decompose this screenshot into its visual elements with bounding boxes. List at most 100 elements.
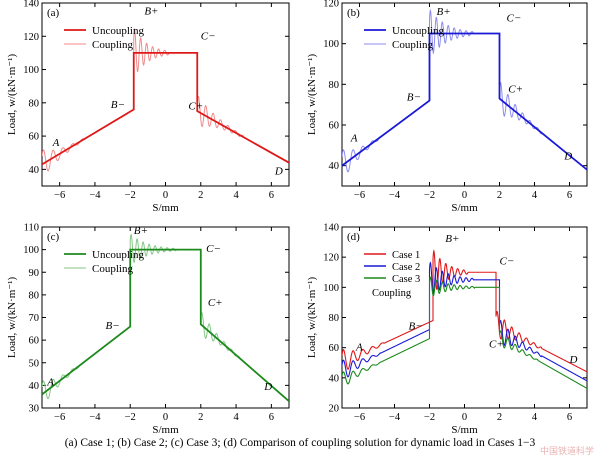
series-line-coupling — [42, 27, 289, 172]
series-line-case-1 — [342, 249, 587, 373]
x-tick-label: −4 — [89, 190, 101, 201]
x-tick-label: 2 — [198, 190, 203, 201]
x-tick-label: 0 — [462, 412, 467, 423]
x-tick-label: −6 — [354, 190, 365, 201]
point-annotation: B− — [111, 99, 125, 111]
y-tick-label: 60 — [29, 336, 40, 347]
point-annotation: C+ — [208, 297, 223, 309]
point-annotation: D — [274, 165, 283, 177]
x-tick-label: −2 — [125, 412, 136, 423]
panel-label: (b) — [347, 7, 360, 19]
legend-label-coupling: Coupling — [392, 39, 433, 51]
x-tick-label: −6 — [354, 412, 365, 423]
figure-caption: (a) Case 1; (b) Case 2; (c) Case 3; (d) … — [64, 437, 536, 449]
y-tick-label: 140 — [23, 0, 39, 10]
y-axis-label: Load, w/(kN·m⁻¹) — [306, 277, 318, 359]
y-tick-label: 140 — [323, 223, 339, 234]
x-axis-label: S/mm — [451, 424, 478, 436]
point-annotation: B+ — [144, 6, 158, 18]
y-tick-label: 120 — [323, 253, 339, 264]
legend: Uncoupling Coupling — [64, 25, 144, 51]
y-tick-label: 90 — [29, 268, 40, 279]
y-tick-label: 100 — [23, 245, 39, 256]
x-tick-label: 0 — [163, 412, 168, 423]
x-tick-label: −2 — [424, 190, 435, 201]
y-tick-label: 120 — [23, 32, 39, 43]
legend-label-case-3: Case 3 — [392, 274, 420, 285]
x-tick-label: 0 — [462, 190, 467, 201]
point-annotation: B+ — [437, 6, 451, 18]
series-group — [342, 8, 587, 173]
series-line-uncoupling — [342, 32, 587, 171]
panel-label: (c) — [47, 231, 60, 243]
y-tick-label: 40 — [329, 161, 340, 172]
point-annotation: B+ — [445, 233, 459, 245]
y-tick-label: 70 — [29, 313, 40, 324]
chart-panel-d: −6 −4 −2 0 2 4 6 20 40 60 80 100 120 140 S/mm Load, w/(… — [306, 223, 588, 436]
point-annotation: D — [563, 151, 572, 163]
series-line-uncoupling — [42, 248, 289, 402]
y-tick-label: 60 — [329, 343, 340, 354]
chart-panel-b: −6 −4 −2 0 2 4 6 40 60 80 100 120 S/mm Load, w/(kN·m⁻… — [306, 0, 588, 214]
point-annotation: C+ — [188, 100, 203, 112]
chart-panel-a: −6 −4 −2 0 2 4 6 40 60 80 100 120 140 S/mm Load, w/(kN… — [6, 0, 290, 214]
point-annotation: C− — [500, 256, 515, 268]
x-tick-label: −2 — [424, 412, 435, 423]
series-group — [342, 249, 587, 389]
x-tick-label: 2 — [497, 412, 502, 423]
point-annotation: C− — [206, 243, 221, 255]
point-annotation: A — [52, 137, 60, 149]
x-tick-label: 6 — [567, 190, 572, 201]
y-axis-label: Load, w/(kN·m⁻¹) — [306, 54, 318, 136]
point-annotation: B− — [409, 321, 423, 333]
series-line-coupling — [342, 8, 587, 173]
legend: Uncoupling Coupling — [364, 25, 444, 51]
legend-label-case-1: Case 1 — [392, 250, 420, 261]
y-tick-label: 80 — [329, 80, 340, 91]
y-tick-label: 40 — [29, 165, 40, 176]
legend-label-uncoupling: Uncoupling — [92, 25, 144, 37]
watermark: 中国铁道科学 — [539, 447, 594, 457]
series-line-case-2 — [342, 261, 587, 382]
x-tick-label: 4 — [532, 190, 538, 201]
point-annotation: A — [355, 342, 363, 354]
point-annotation: A — [46, 376, 54, 388]
y-tick-label: 60 — [29, 132, 40, 143]
x-tick-label: −4 — [389, 190, 401, 201]
y-tick-label: 100 — [323, 39, 339, 50]
x-tick-label: 4 — [532, 412, 538, 423]
legend-note: Coupling — [372, 288, 412, 299]
x-axis-label: S/mm — [152, 202, 179, 214]
point-annotation: A — [350, 132, 358, 144]
legend-label-uncoupling: Uncoupling — [92, 249, 144, 261]
y-tick-label: 100 — [323, 283, 339, 294]
y-axis-label: Load, w/(kN·m⁻¹) — [6, 277, 18, 359]
x-tick-label: −6 — [54, 190, 65, 201]
y-tick-label: 30 — [29, 404, 40, 415]
x-tick-label: 4 — [233, 190, 239, 201]
y-tick-label: 50 — [29, 358, 40, 369]
x-tick-label: −4 — [389, 412, 401, 423]
point-annotation: D — [263, 381, 272, 393]
point-annotation: C+ — [508, 83, 523, 95]
y-tick-label: 120 — [323, 0, 339, 10]
point-annotation: C− — [201, 31, 216, 43]
series-group — [42, 233, 289, 402]
x-tick-label: 2 — [198, 412, 203, 423]
series-line-coupling — [42, 233, 289, 402]
point-annotation: B− — [106, 320, 120, 332]
x-tick-label: 6 — [567, 412, 572, 423]
panel-label: (d) — [347, 231, 360, 243]
y-tick-label: 40 — [329, 373, 340, 384]
y-tick-label: 80 — [329, 313, 340, 324]
x-tick-label: −2 — [125, 190, 136, 201]
x-axis-label: S/mm — [451, 202, 478, 214]
x-tick-label: 0 — [163, 190, 168, 201]
legend-label-coupling: Coupling — [92, 263, 133, 275]
point-annotation: B− — [407, 92, 421, 104]
y-tick-label: 80 — [29, 290, 40, 301]
legend-label-uncoupling: Uncoupling — [392, 25, 444, 37]
x-tick-label: 4 — [233, 412, 239, 423]
